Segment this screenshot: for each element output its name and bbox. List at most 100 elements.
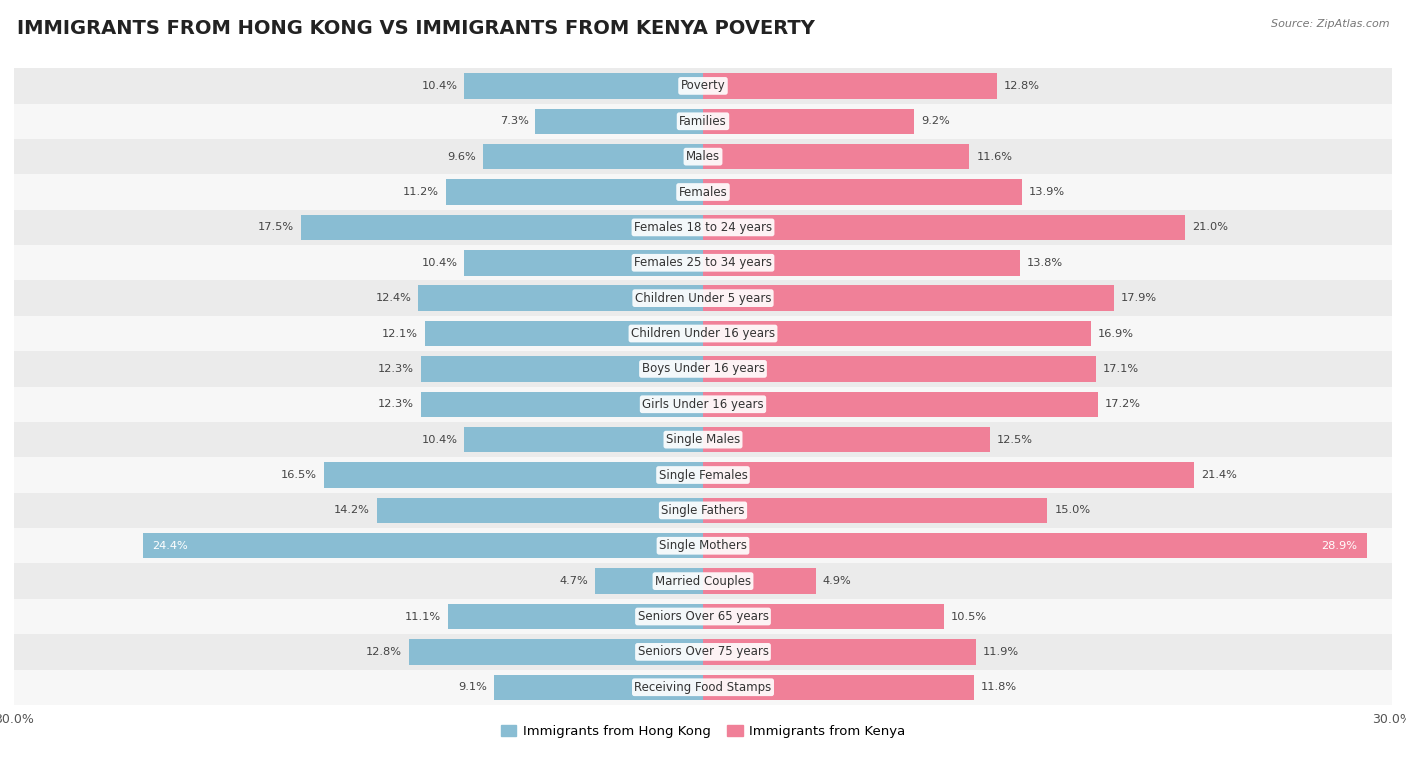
Bar bbox=[703, 250, 1019, 275]
Bar bbox=[14, 210, 1392, 245]
Text: Seniors Over 75 years: Seniors Over 75 years bbox=[637, 645, 769, 659]
Text: Single Mothers: Single Mothers bbox=[659, 539, 747, 553]
Text: 10.4%: 10.4% bbox=[422, 81, 457, 91]
Bar bbox=[14, 493, 1392, 528]
Bar bbox=[703, 675, 974, 700]
Text: 13.8%: 13.8% bbox=[1026, 258, 1063, 268]
Text: 9.2%: 9.2% bbox=[921, 116, 950, 127]
Bar bbox=[703, 215, 1185, 240]
Bar bbox=[482, 144, 703, 169]
Bar bbox=[14, 634, 1392, 669]
Text: 15.0%: 15.0% bbox=[1054, 506, 1091, 515]
Text: 21.0%: 21.0% bbox=[1192, 222, 1229, 233]
Bar bbox=[14, 245, 1392, 280]
Bar bbox=[703, 321, 1091, 346]
Text: Source: ZipAtlas.com: Source: ZipAtlas.com bbox=[1271, 19, 1389, 29]
Text: 9.6%: 9.6% bbox=[447, 152, 475, 161]
Text: 12.8%: 12.8% bbox=[1004, 81, 1040, 91]
Text: 12.4%: 12.4% bbox=[375, 293, 412, 303]
Text: Children Under 5 years: Children Under 5 years bbox=[634, 292, 772, 305]
Bar bbox=[449, 604, 703, 629]
Text: Seniors Over 65 years: Seniors Over 65 years bbox=[637, 610, 769, 623]
Text: IMMIGRANTS FROM HONG KONG VS IMMIGRANTS FROM KENYA POVERTY: IMMIGRANTS FROM HONG KONG VS IMMIGRANTS … bbox=[17, 19, 814, 38]
Bar bbox=[420, 356, 703, 381]
Bar bbox=[703, 604, 945, 629]
Bar bbox=[14, 68, 1392, 104]
Text: 17.9%: 17.9% bbox=[1121, 293, 1157, 303]
Legend: Immigrants from Hong Kong, Immigrants from Kenya: Immigrants from Hong Kong, Immigrants fr… bbox=[495, 719, 911, 743]
Bar bbox=[14, 174, 1392, 210]
Text: Receiving Food Stamps: Receiving Food Stamps bbox=[634, 681, 772, 694]
Bar bbox=[703, 74, 997, 99]
Bar bbox=[464, 250, 703, 275]
Text: Single Fathers: Single Fathers bbox=[661, 504, 745, 517]
Bar bbox=[14, 316, 1392, 351]
Text: 10.5%: 10.5% bbox=[950, 612, 987, 622]
Bar bbox=[14, 351, 1392, 387]
Text: 11.6%: 11.6% bbox=[976, 152, 1012, 161]
Bar bbox=[14, 422, 1392, 457]
Text: 12.1%: 12.1% bbox=[382, 328, 418, 339]
Bar bbox=[425, 321, 703, 346]
Text: 12.3%: 12.3% bbox=[378, 364, 413, 374]
Bar bbox=[14, 387, 1392, 422]
Text: 11.2%: 11.2% bbox=[404, 187, 439, 197]
Bar bbox=[703, 533, 1367, 559]
Text: Married Couples: Married Couples bbox=[655, 575, 751, 587]
Text: 16.5%: 16.5% bbox=[281, 470, 318, 480]
Text: 24.4%: 24.4% bbox=[152, 540, 187, 551]
Text: Males: Males bbox=[686, 150, 720, 163]
Bar bbox=[14, 669, 1392, 705]
Bar bbox=[464, 427, 703, 453]
Bar bbox=[14, 139, 1392, 174]
Bar bbox=[703, 108, 914, 134]
Bar bbox=[703, 427, 990, 453]
Text: Children Under 16 years: Children Under 16 years bbox=[631, 327, 775, 340]
Bar bbox=[301, 215, 703, 240]
Bar bbox=[703, 639, 976, 665]
Text: Females 18 to 24 years: Females 18 to 24 years bbox=[634, 221, 772, 234]
Bar bbox=[409, 639, 703, 665]
Text: 28.9%: 28.9% bbox=[1322, 540, 1358, 551]
Text: 11.8%: 11.8% bbox=[981, 682, 1017, 692]
Text: 14.2%: 14.2% bbox=[335, 506, 370, 515]
Bar bbox=[703, 498, 1047, 523]
Text: 11.9%: 11.9% bbox=[983, 647, 1019, 657]
Bar bbox=[595, 568, 703, 594]
Text: Poverty: Poverty bbox=[681, 80, 725, 92]
Text: Girls Under 16 years: Girls Under 16 years bbox=[643, 398, 763, 411]
Text: 10.4%: 10.4% bbox=[422, 258, 457, 268]
Bar bbox=[418, 286, 703, 311]
Text: 9.1%: 9.1% bbox=[458, 682, 486, 692]
Bar bbox=[464, 74, 703, 99]
Text: Boys Under 16 years: Boys Under 16 years bbox=[641, 362, 765, 375]
Bar bbox=[703, 392, 1098, 417]
Bar bbox=[420, 392, 703, 417]
Bar bbox=[377, 498, 703, 523]
Bar bbox=[703, 286, 1114, 311]
Bar bbox=[14, 104, 1392, 139]
Text: 7.3%: 7.3% bbox=[499, 116, 529, 127]
Bar bbox=[14, 563, 1392, 599]
Text: 4.7%: 4.7% bbox=[560, 576, 588, 586]
Text: 16.9%: 16.9% bbox=[1098, 328, 1135, 339]
Bar bbox=[323, 462, 703, 487]
Text: Females: Females bbox=[679, 186, 727, 199]
Bar bbox=[14, 280, 1392, 316]
Text: 12.5%: 12.5% bbox=[997, 434, 1033, 445]
Bar bbox=[14, 528, 1392, 563]
Text: 11.1%: 11.1% bbox=[405, 612, 441, 622]
Text: Females 25 to 34 years: Females 25 to 34 years bbox=[634, 256, 772, 269]
Text: Single Males: Single Males bbox=[666, 433, 740, 446]
Text: 17.2%: 17.2% bbox=[1105, 399, 1140, 409]
Bar bbox=[703, 144, 969, 169]
Text: 17.1%: 17.1% bbox=[1102, 364, 1139, 374]
Text: 17.5%: 17.5% bbox=[259, 222, 294, 233]
Text: 10.4%: 10.4% bbox=[422, 434, 457, 445]
Bar bbox=[536, 108, 703, 134]
Text: 12.8%: 12.8% bbox=[366, 647, 402, 657]
Bar bbox=[703, 180, 1022, 205]
Bar bbox=[446, 180, 703, 205]
Bar bbox=[703, 568, 815, 594]
Bar bbox=[142, 533, 703, 559]
